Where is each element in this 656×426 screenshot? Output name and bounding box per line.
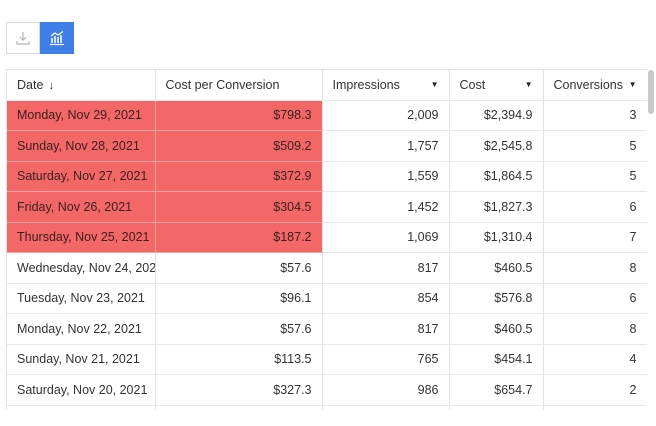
- cell-cost: $654.7: [449, 374, 544, 406]
- cell-conversions: 4: [543, 344, 647, 375]
- column-header-conversions[interactable]: Conversions ▼: [543, 70, 647, 101]
- cell-cost-per-conversion: $509.2: [155, 130, 323, 162]
- download-icon: [16, 32, 30, 45]
- cell-conversions: 8: [543, 252, 647, 284]
- cell-conversions: 2: [543, 374, 647, 406]
- cell-date: Wednesday, Nov 24, 2021: [7, 252, 156, 284]
- chart-view-button[interactable]: [40, 22, 74, 54]
- cell-date: Tuesday, Nov 23, 2021: [7, 283, 156, 314]
- cell-impressions: 817: [322, 313, 450, 345]
- column-header-label: Impressions: [332, 77, 400, 92]
- cell-date: Saturday, Nov 27, 2021: [7, 161, 156, 192]
- cell-impressions: 765: [322, 344, 450, 375]
- cell-cost: $460.5: [449, 252, 544, 284]
- dropdown-caret-icon[interactable]: ▼: [430, 80, 439, 90]
- cell-date: Thursday, Nov 25, 2021: [7, 222, 156, 253]
- cell-cost: $2,545.8: [449, 130, 544, 162]
- vertical-scrollbar[interactable]: [648, 70, 654, 114]
- cell-cost: $454.1: [449, 344, 544, 375]
- table-row[interactable]: Wednesday, Nov 24, 2021 $57.6 817 $460.5 8: [7, 252, 647, 284]
- column-header-impressions[interactable]: Impressions ▼: [322, 70, 450, 101]
- dropdown-caret-icon[interactable]: ▼: [524, 80, 533, 90]
- cell-impressions: 2,009: [322, 100, 450, 131]
- cell-cost-per-conversion: $304.5: [155, 191, 323, 223]
- cell-conversions: 5: [543, 130, 647, 162]
- toolbar: [6, 22, 74, 54]
- dropdown-caret-icon[interactable]: ▼: [628, 80, 637, 90]
- chart-icon: [50, 31, 64, 46]
- cell-cost-per-conversion: $187.2: [155, 222, 323, 253]
- table-row[interactable]: Saturday, Nov 27, 2021 $372.9 1,559 $1,864.…: [7, 161, 647, 192]
- cell-cost: $1,827.3: [449, 191, 544, 223]
- cell-cost: $2,394.9: [449, 100, 544, 131]
- cell-date: Saturday, Nov 20, 2021: [7, 374, 156, 406]
- cell-impressions: 1,559: [322, 161, 450, 192]
- cell-impressions: 817: [322, 252, 450, 284]
- cell-impressions: 1,452: [322, 191, 450, 223]
- cell-date: Monday, Nov 22, 2021: [7, 313, 156, 345]
- cell-cost-per-conversion: $96.1: [155, 283, 323, 314]
- table-header-row: Date ↓ Cost per Conversion Impressions ▼ …: [7, 70, 647, 101]
- cell-impressions: 1,757: [322, 130, 450, 162]
- column-header-label: Cost: [459, 77, 486, 92]
- table-row[interactable]: Thursday, Nov 25, 2021 $187.2 1,069 $1,310.…: [7, 222, 647, 253]
- column-header-cost-per-conversion[interactable]: Cost per Conversion: [155, 70, 323, 101]
- cell-cost: [449, 405, 544, 410]
- table-row[interactable]: Tuesday, Nov 23, 2021 $96.1 854 $576.8 6: [7, 283, 647, 314]
- cell-cost-per-conversion: $372.9: [155, 161, 323, 192]
- cell-cost-per-conversion: [155, 405, 323, 410]
- download-button[interactable]: [6, 22, 40, 54]
- table-body: Monday, Nov 29, 2021 $798.3 2,009 $2,394.9 3…: [7, 100, 647, 410]
- cell-conversions: 6: [543, 191, 647, 223]
- cell-conversions: 5: [543, 161, 647, 192]
- cell-cost-per-conversion: $113.5: [155, 344, 323, 375]
- cell-conversions: 8: [543, 313, 647, 345]
- cell-conversions: 7: [543, 222, 647, 253]
- table-row[interactable]: Sunday, Nov 21, 2021 $113.5 765 $454.1 4: [7, 344, 647, 375]
- table-row[interactable]: Sunday, Nov 28, 2021 $509.2 1,757 $2,545.8 5: [7, 130, 647, 162]
- table-row[interactable]: Saturday, Nov 20, 2021 $327.3 986 $654.7 2: [7, 374, 647, 406]
- cell-cost: $1,310.4: [449, 222, 544, 253]
- column-header-label: Conversions: [553, 77, 623, 92]
- column-header-label: Date: [17, 77, 44, 92]
- cell-cost-per-conversion: $798.3: [155, 100, 323, 131]
- cell-cost: $460.5: [449, 313, 544, 345]
- cell-impressions: 854: [322, 283, 450, 314]
- table-row[interactable]: Friday, Nov 26, 2021 $304.5 1,452 $1,827.3 6: [7, 191, 647, 223]
- cell-date: Sunday, Nov 28, 2021: [7, 130, 156, 162]
- cell-impressions: [322, 405, 450, 410]
- cell-impressions: 986: [322, 374, 450, 406]
- cell-date: Monday, Nov 29, 2021: [7, 100, 156, 131]
- cell-cost-per-conversion: $57.6: [155, 313, 323, 345]
- cell-date: Friday, Nov 26, 2021: [7, 191, 156, 223]
- cell-date: [7, 405, 156, 410]
- table-row[interactable]: [7, 405, 647, 410]
- cell-cost: $1,864.5: [449, 161, 544, 192]
- table-row[interactable]: Monday, Nov 22, 2021 $57.6 817 $460.5 8: [7, 313, 647, 345]
- cell-cost-per-conversion: $327.3: [155, 374, 323, 406]
- data-table: Date ↓ Cost per Conversion Impressions ▼ …: [6, 69, 647, 410]
- cell-conversions: 3: [543, 100, 647, 131]
- column-header-cost[interactable]: Cost ▼: [449, 70, 544, 101]
- column-header-date[interactable]: Date ↓: [7, 70, 156, 101]
- table-row[interactable]: Monday, Nov 29, 2021 $798.3 2,009 $2,394.9 3: [7, 100, 647, 131]
- cell-conversions: 6: [543, 283, 647, 314]
- cell-impressions: 1,069: [322, 222, 450, 253]
- cell-cost: $576.8: [449, 283, 544, 314]
- sort-descending-icon[interactable]: ↓: [48, 77, 55, 92]
- cell-date: Sunday, Nov 21, 2021: [7, 344, 156, 375]
- cell-conversions: [543, 405, 647, 410]
- cell-cost-per-conversion: $57.6: [155, 252, 323, 284]
- column-header-label: Cost per Conversion: [165, 77, 280, 92]
